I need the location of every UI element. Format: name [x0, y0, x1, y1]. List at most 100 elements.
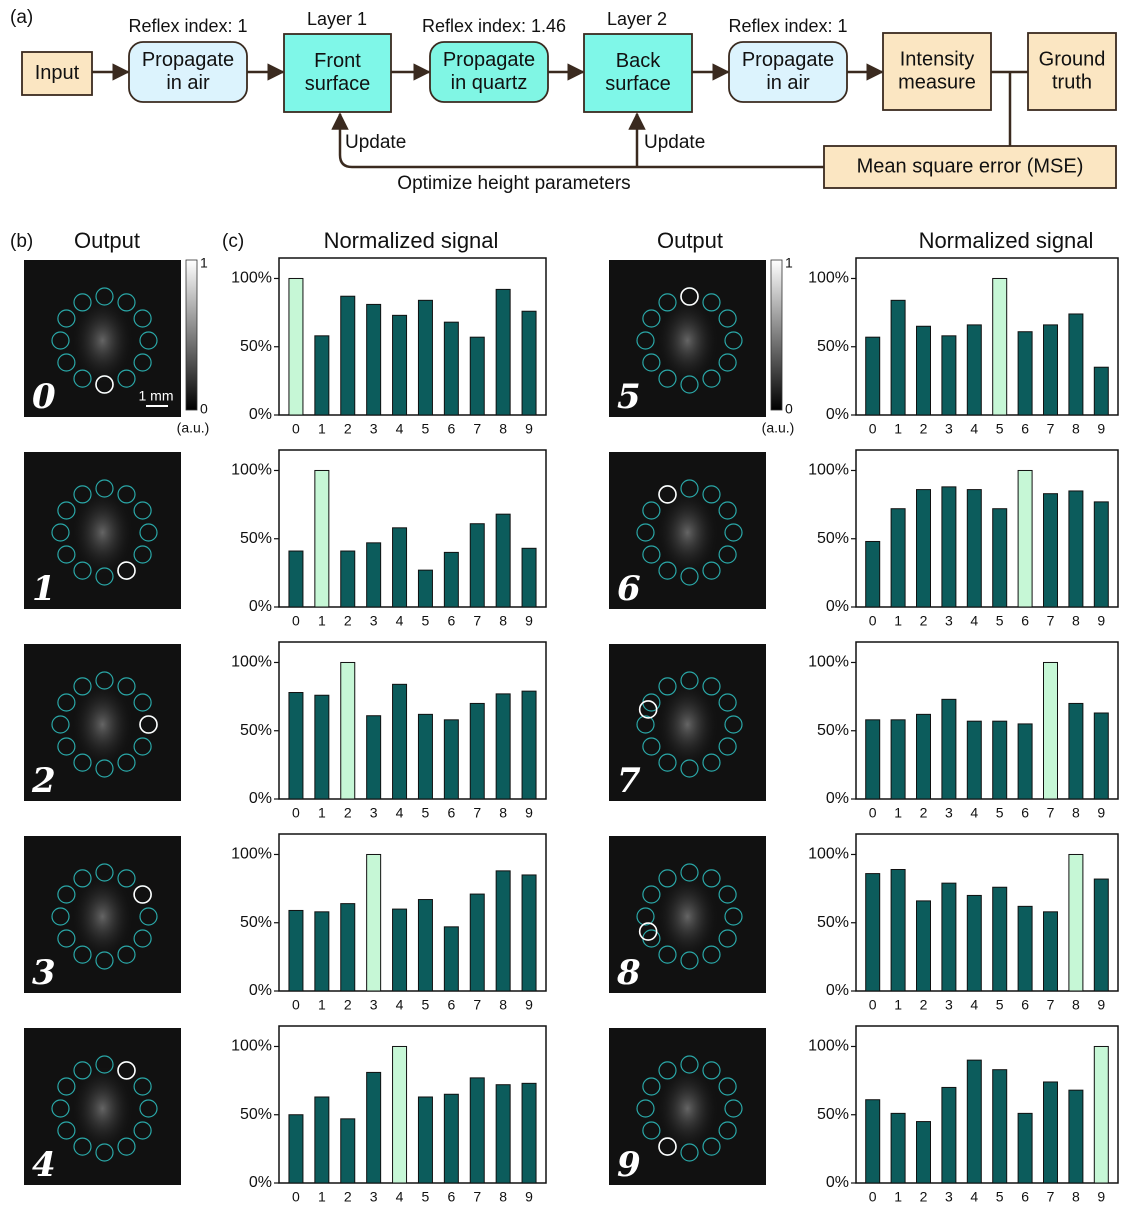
bar [866, 1100, 880, 1183]
y-tick-label: 50% [240, 1106, 272, 1123]
x-tick-label: 2 [344, 613, 352, 629]
bar [315, 912, 329, 991]
x-tick-label: 5 [422, 997, 430, 1013]
x-tick-label: 8 [1072, 421, 1080, 437]
bar [444, 720, 458, 799]
x-tick-label: 4 [970, 1189, 978, 1205]
y-tick-label: 50% [817, 1106, 849, 1123]
y-tick-label: 0% [826, 1174, 849, 1191]
y-tick-label: 100% [808, 846, 849, 863]
x-tick-label: 0 [869, 805, 877, 821]
scale-bar-label: 1 mm [139, 388, 174, 404]
panel-label: (c) [222, 231, 244, 252]
bar [1094, 713, 1108, 799]
x-tick-label: 9 [525, 997, 533, 1013]
x-tick-label: 6 [447, 997, 455, 1013]
y-tick-label: 50% [240, 530, 272, 547]
bar [1069, 314, 1083, 415]
x-tick-label: 2 [344, 805, 352, 821]
bar [418, 1097, 432, 1183]
x-tick-label: 1 [894, 997, 902, 1013]
bar [496, 289, 510, 415]
bar [393, 909, 407, 991]
x-tick-label: 4 [396, 997, 404, 1013]
bar [1018, 1113, 1032, 1183]
bar [289, 693, 303, 799]
x-tick-label: 3 [370, 805, 378, 821]
y-tick-label: 0% [249, 982, 272, 999]
bar [1069, 1090, 1083, 1183]
node-label: Propagate [742, 49, 834, 71]
bar [891, 509, 905, 607]
bar [1018, 332, 1032, 415]
x-tick-label: 2 [344, 421, 352, 437]
x-tick-label: 0 [869, 1189, 877, 1205]
bar [917, 490, 931, 607]
y-tick-label: 100% [808, 270, 849, 287]
bar [444, 1094, 458, 1183]
x-tick-label: 3 [370, 1189, 378, 1205]
x-tick-label: 5 [996, 613, 1004, 629]
bar [341, 904, 355, 991]
bar [993, 887, 1007, 991]
bar [1044, 325, 1058, 415]
bar [418, 570, 432, 607]
bar [967, 895, 981, 991]
bar [444, 322, 458, 415]
y-tick-label: 0% [249, 790, 272, 807]
x-tick-label: 6 [447, 613, 455, 629]
y-tick-label: 50% [817, 722, 849, 739]
x-tick-label: 4 [396, 805, 404, 821]
bar [393, 684, 407, 799]
x-tick-label: 8 [1072, 1189, 1080, 1205]
x-tick-label: 6 [447, 421, 455, 437]
bar [470, 337, 484, 415]
colorbar-unit: (a.u.) [762, 420, 795, 436]
y-tick-label: 50% [817, 530, 849, 547]
bar [917, 326, 931, 415]
bar [289, 1115, 303, 1183]
node-label: measure [898, 71, 976, 93]
bar [418, 714, 432, 799]
x-tick-label: 6 [1021, 997, 1029, 1013]
node-label: truth [1052, 71, 1092, 93]
y-tick-label: 0% [249, 598, 272, 615]
x-tick-label: 8 [499, 421, 507, 437]
bar [1069, 703, 1083, 799]
bar [1044, 662, 1058, 799]
bar [1044, 494, 1058, 607]
digit: 0 [32, 377, 56, 417]
x-tick-label: 7 [473, 1189, 481, 1205]
bar [470, 1078, 484, 1183]
bar [967, 721, 981, 799]
x-tick-label: 2 [920, 997, 928, 1013]
y-tick-label: 0% [826, 790, 849, 807]
x-tick-label: 1 [894, 1189, 902, 1205]
bar [496, 1085, 510, 1183]
x-tick-label: 2 [920, 421, 928, 437]
x-tick-label: 9 [1097, 1189, 1105, 1205]
digit: 6 [617, 569, 641, 609]
colorbar-tick: 1 [200, 255, 208, 271]
x-tick-label: 1 [318, 613, 326, 629]
bar [444, 552, 458, 607]
bar [1094, 367, 1108, 415]
bar [522, 691, 536, 799]
x-tick-label: 7 [473, 613, 481, 629]
y-tick-label: 50% [817, 914, 849, 931]
bar [1018, 724, 1032, 799]
bar [1069, 854, 1083, 991]
y-tick-label: 100% [231, 270, 272, 287]
update-label: Update [345, 132, 406, 153]
x-tick-label: 7 [1047, 997, 1055, 1013]
x-tick-label: 4 [396, 613, 404, 629]
bar [967, 325, 981, 415]
node-label: Back [616, 50, 661, 72]
x-tick-label: 3 [945, 805, 953, 821]
bar [866, 337, 880, 415]
bar [289, 551, 303, 607]
feedback-label: Optimize height parameters [397, 173, 630, 194]
bar [289, 278, 303, 415]
x-tick-label: 7 [473, 421, 481, 437]
x-tick-label: 5 [996, 997, 1004, 1013]
